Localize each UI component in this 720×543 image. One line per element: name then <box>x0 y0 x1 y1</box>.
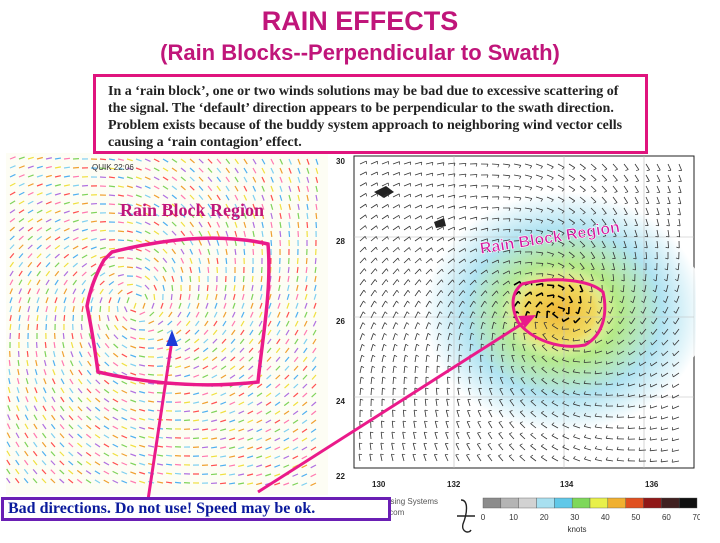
legend-swatch <box>679 498 697 508</box>
legend-swatch <box>501 498 519 508</box>
x-tick-132: 132 <box>447 480 460 489</box>
legend-swatch <box>519 498 537 508</box>
y-tick-28: 28 <box>336 237 345 246</box>
legend-unit: knots <box>567 525 586 534</box>
y-tick-24: 24 <box>336 397 345 406</box>
bottom-warning-note: Bad directions. Do not use! Speed may be… <box>1 497 391 521</box>
logo-mark <box>457 500 475 532</box>
x-tick-130: 130 <box>372 480 385 489</box>
legend-swatch <box>554 498 572 508</box>
legend-tick: 30 <box>570 513 579 522</box>
legend-tick: 70 <box>693 513 700 522</box>
x-tick-134: 134 <box>560 480 573 489</box>
legend-swatch <box>590 498 608 508</box>
legend-tick: 50 <box>631 513 640 522</box>
left-image-caption: QUIK 22:06 <box>92 163 134 172</box>
legend-swatch <box>608 498 626 508</box>
legend-tick: 60 <box>662 513 671 522</box>
legend-tick: 10 <box>509 513 518 522</box>
legend-swatch <box>572 498 590 508</box>
y-tick-22: 22 <box>336 472 345 481</box>
speed-color-legend: 0 10 20 30 40 50 60 70 knots <box>455 494 700 538</box>
right-rain-block-label: Rain Block Region <box>479 219 621 258</box>
legend-swatch <box>626 498 644 508</box>
y-tick-26: 26 <box>336 317 345 326</box>
y-tick-30: 30 <box>336 157 345 166</box>
left-rain-block-label: Rain Block Region <box>120 200 264 221</box>
explanation-callout: In a ‘rain block’, one or two winds solu… <box>93 74 648 154</box>
legend-swatch <box>483 498 501 508</box>
legend-swatch <box>644 498 662 508</box>
legend-swatch <box>537 498 555 508</box>
x-tick-136: 136 <box>645 480 658 489</box>
legend-tick: 20 <box>540 513 549 522</box>
legend-tick: 40 <box>601 513 610 522</box>
slide-subtitle: (Rain Blocks--Perpendicular to Swath) <box>0 40 720 66</box>
right-label-layer: Rain Block Region <box>470 200 640 260</box>
legend-tick: 0 <box>481 513 486 522</box>
legend-swatch <box>661 498 679 508</box>
slide-title: RAIN EFFECTS <box>0 6 720 37</box>
